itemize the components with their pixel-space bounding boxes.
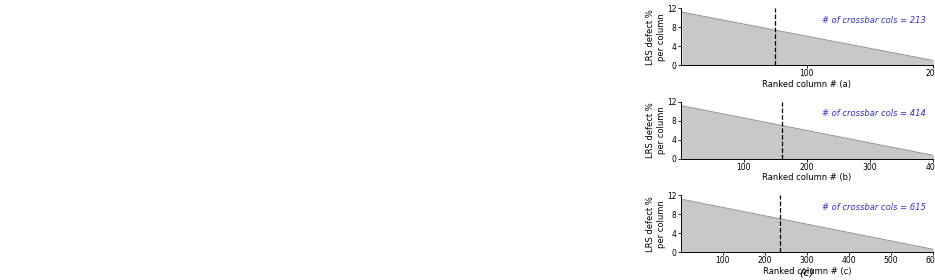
Y-axis label: LRS defect %
per column: LRS defect % per column	[646, 102, 666, 158]
X-axis label: Ranked column # (b): Ranked column # (b)	[762, 173, 852, 182]
Text: # of crossbar cols = 414: # of crossbar cols = 414	[822, 109, 926, 118]
Text: # of crossbar cols = 213: # of crossbar cols = 213	[822, 16, 926, 25]
Text: (c): (c)	[799, 267, 814, 277]
Y-axis label: LRS defect %
per column: LRS defect % per column	[646, 196, 666, 251]
Text: # of crossbar cols = 615: # of crossbar cols = 615	[822, 203, 926, 212]
X-axis label: Ranked column # (c): Ranked column # (c)	[763, 267, 851, 276]
X-axis label: Ranked column # (a): Ranked column # (a)	[762, 80, 852, 88]
Y-axis label: LRS defect %
per column: LRS defect % per column	[646, 9, 666, 65]
